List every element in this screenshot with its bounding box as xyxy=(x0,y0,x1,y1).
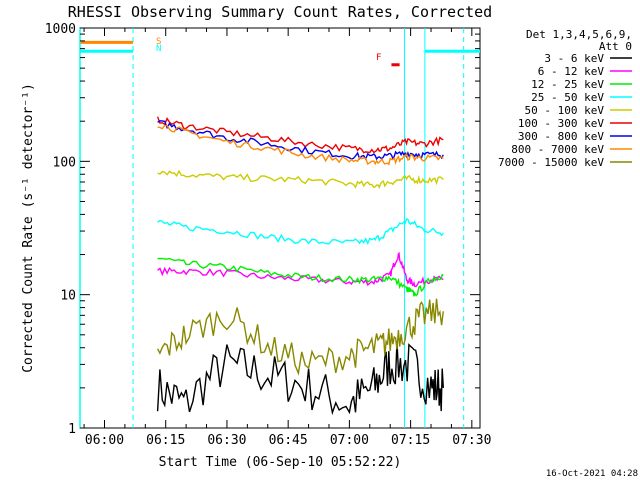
series-line xyxy=(157,124,444,166)
x-tick-label: 07:00 xyxy=(330,433,369,448)
y-tick-label: 100 xyxy=(53,155,76,170)
annotation-label: F xyxy=(376,53,381,63)
series-line xyxy=(156,341,444,416)
plot-frame xyxy=(79,27,481,429)
y-tick-label: 1000 xyxy=(45,22,76,37)
series-line xyxy=(156,298,444,376)
x-tick-label: 06:15 xyxy=(146,433,185,448)
series-line xyxy=(157,218,444,246)
legend-label: 50 - 100 keV xyxy=(525,104,605,117)
series-line xyxy=(157,169,444,189)
legend-label: 3 - 6 keV xyxy=(544,52,604,65)
legend-label: 800 - 7000 keV xyxy=(511,143,604,156)
y-tick-label: 1 xyxy=(68,422,76,437)
legend-label: 7000 - 15000 keV xyxy=(498,156,604,169)
annotation-label: N xyxy=(156,44,161,54)
x-tick-label: 06:45 xyxy=(269,433,308,448)
series-line xyxy=(157,120,444,161)
legend-header: Att 0 xyxy=(599,40,632,53)
x-tick-label: 06:00 xyxy=(85,433,124,448)
legend-label: 300 - 800 keV xyxy=(518,130,604,143)
annotations: SN F xyxy=(156,37,381,63)
y-tick-label: 10 xyxy=(60,289,76,304)
series-layer xyxy=(156,116,444,416)
legend-label: 6 - 12 keV xyxy=(538,65,605,78)
status-bands xyxy=(80,40,480,67)
status-lines xyxy=(79,28,465,428)
series-line xyxy=(157,251,444,288)
legend-header: Det 1,3,4,5,6,9, xyxy=(526,28,632,41)
series-line xyxy=(156,116,444,154)
x-axis-label: Start Time (06-Sep-10 05:52:22) xyxy=(159,455,402,470)
timestamp: 16-Oct-2021 04:28 xyxy=(546,469,638,479)
x-tick-label: 07:15 xyxy=(391,433,430,448)
x-tick-label: 07:30 xyxy=(452,433,491,448)
chart-title: RHESSI Observing Summary Count Rates, Co… xyxy=(68,3,492,21)
annotation-label: S xyxy=(156,37,161,47)
legend-label: 100 - 300 keV xyxy=(518,117,604,130)
legend-label: 12 - 25 keV xyxy=(531,78,604,91)
legend-label: 25 - 50 keV xyxy=(531,91,604,104)
axes: 06:00 06:15 06:30 06:45 07:00 07:15 07:30 1 10 10… xyxy=(45,22,492,448)
series-line xyxy=(157,257,444,297)
y-axis-label: Corrected Count Rate (s⁻¹ detector⁻¹) xyxy=(21,83,36,373)
x-tick-label: 06:30 xyxy=(207,433,246,448)
